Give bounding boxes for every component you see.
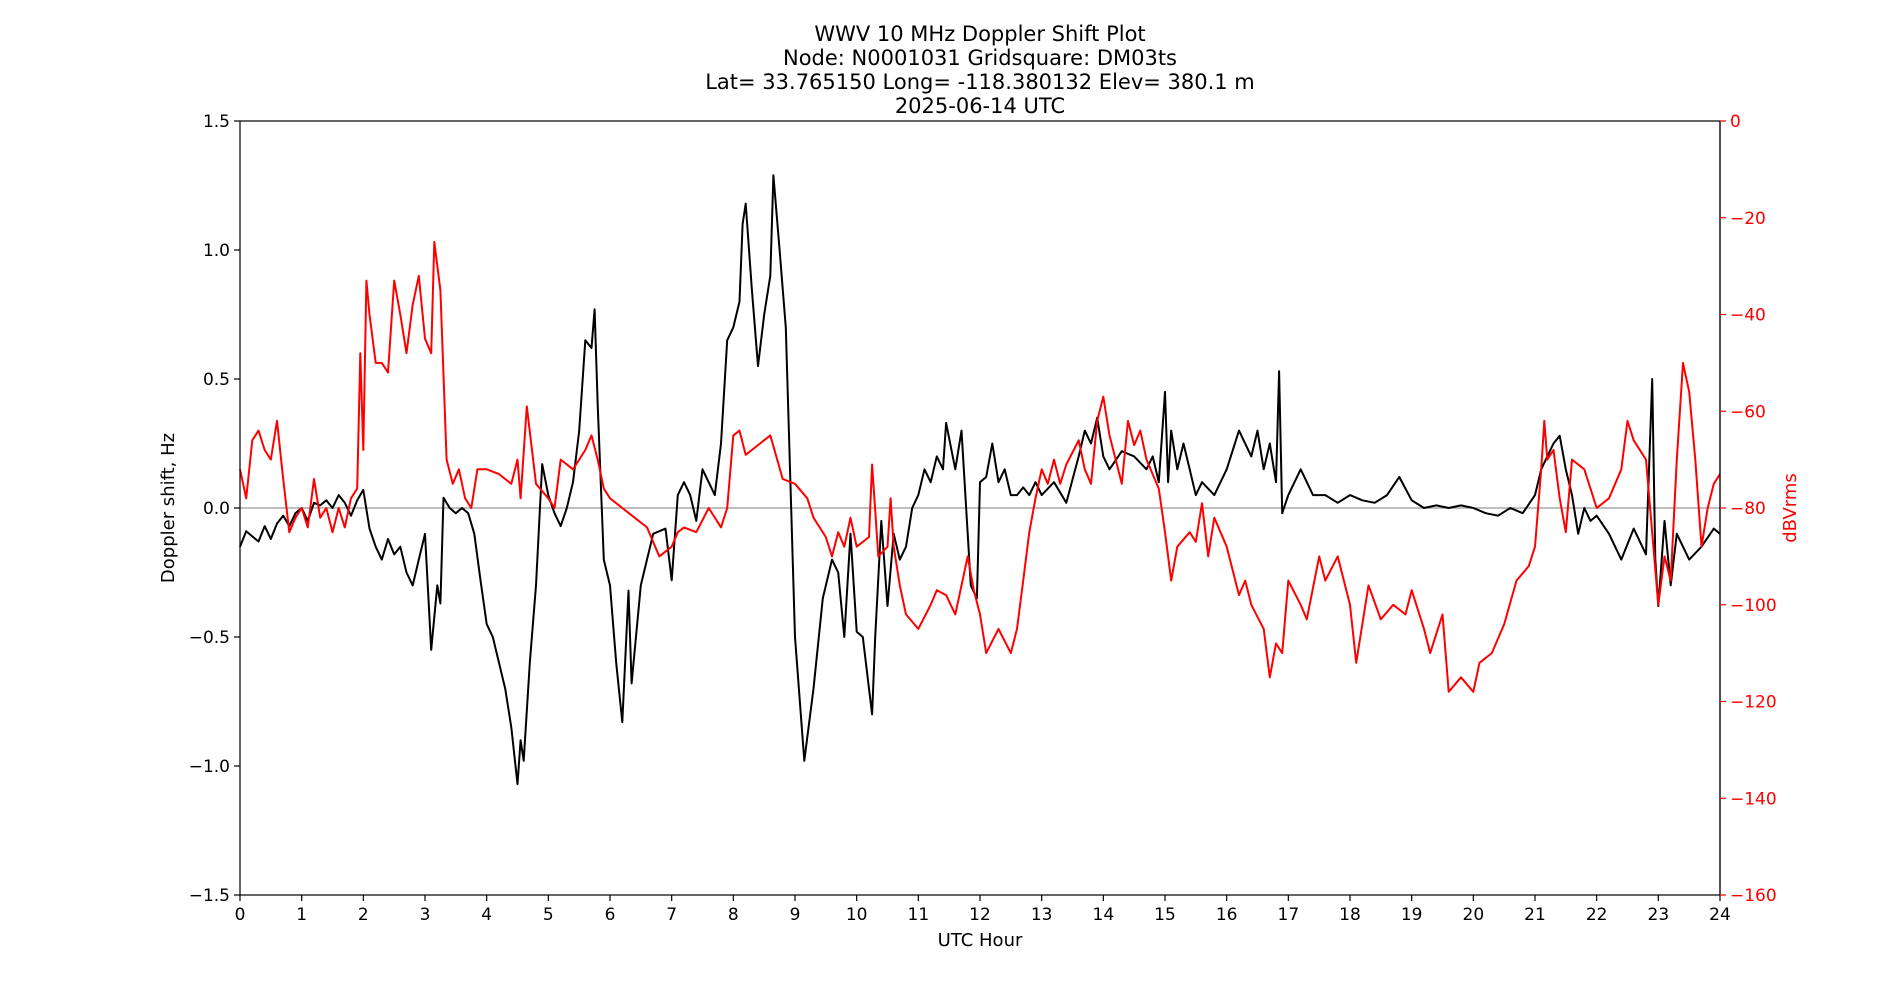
x-tick-label: 15 [1154, 905, 1176, 925]
x-tick-label: 18 [1339, 905, 1361, 925]
x-tick-label: 3 [420, 905, 431, 925]
x-tick-label: 6 [605, 905, 616, 925]
power-series-line [239, 240, 1721, 693]
chart-title-line-3: Lat= 33.765150 Long= -118.380132 Elev= 3… [705, 70, 1255, 94]
chart-title-line-4: 2025-06-14 UTC [894, 94, 1066, 118]
y-right-tick-label: −120 [1730, 693, 1777, 713]
x-tick-label: 12 [969, 905, 991, 925]
x-tick-label: 9 [790, 905, 801, 925]
y-left-tick-label: −1.0 [189, 757, 230, 777]
y-right-tick-label: −40 [1730, 306, 1766, 326]
x-tick-label: 21 [1524, 905, 1546, 925]
y-left-tick-label: 1.0 [203, 241, 230, 261]
x-tick-label: 20 [1463, 905, 1485, 925]
x-tick-label: 24 [1709, 905, 1731, 925]
x-tick-label: 17 [1278, 905, 1300, 925]
y-axis-left-label: Doppler shift, Hz [158, 433, 179, 583]
series-layer [239, 174, 1721, 786]
y-left-tick-label: 1.5 [203, 112, 230, 132]
x-tick-label: 16 [1216, 905, 1238, 925]
x-tick-label: 1 [296, 905, 307, 925]
y-right-tick-label: −20 [1730, 209, 1766, 229]
x-tick-label: 13 [1031, 905, 1053, 925]
chart-title-line-1: WWV 10 MHz Doppler Shift Plot [814, 22, 1146, 46]
doppler-series-line [239, 174, 1721, 786]
y-right-tick-label: −100 [1730, 596, 1777, 616]
y-right-tick-label: −140 [1730, 789, 1777, 809]
y-axis-right-label: dBVrms [1780, 473, 1801, 543]
x-tick-label: 11 [908, 905, 930, 925]
axes-layer: 0 1 2 3 4 5 6 7 8 9 10 11 12 13 14 15 16 17 18 19 20 21 22 23 24… [189, 112, 1777, 925]
y-right-tick-label: 0 [1730, 112, 1741, 132]
x-tick-label: 19 [1401, 905, 1423, 925]
x-tick-label: 14 [1093, 905, 1115, 925]
x-tick-label: 23 [1648, 905, 1670, 925]
x-tick-label: 10 [846, 905, 868, 925]
x-axis-label: UTC Hour [938, 930, 1023, 951]
y-left-tick-label: 0.5 [203, 370, 230, 390]
y-left-tick-label: 0.0 [203, 499, 230, 519]
y-right-tick-label: −160 [1730, 886, 1777, 906]
y-right-tick-label: −60 [1730, 402, 1766, 422]
y-left-tick-label: −1.5 [189, 886, 230, 906]
x-tick-label: 2 [358, 905, 369, 925]
x-tick-label: 4 [481, 905, 492, 925]
x-tick-label: 7 [666, 905, 677, 925]
y-right-tick-label: −80 [1730, 499, 1766, 519]
x-tick-label: 0 [235, 905, 246, 925]
x-tick-label: 5 [543, 905, 554, 925]
x-tick-label: 22 [1586, 905, 1608, 925]
chart-title-line-2: Node: N0001031 Gridsquare: DM03ts [782, 46, 1178, 70]
y-left-tick-label: −0.5 [189, 628, 230, 648]
x-tick-label: 8 [728, 905, 739, 925]
